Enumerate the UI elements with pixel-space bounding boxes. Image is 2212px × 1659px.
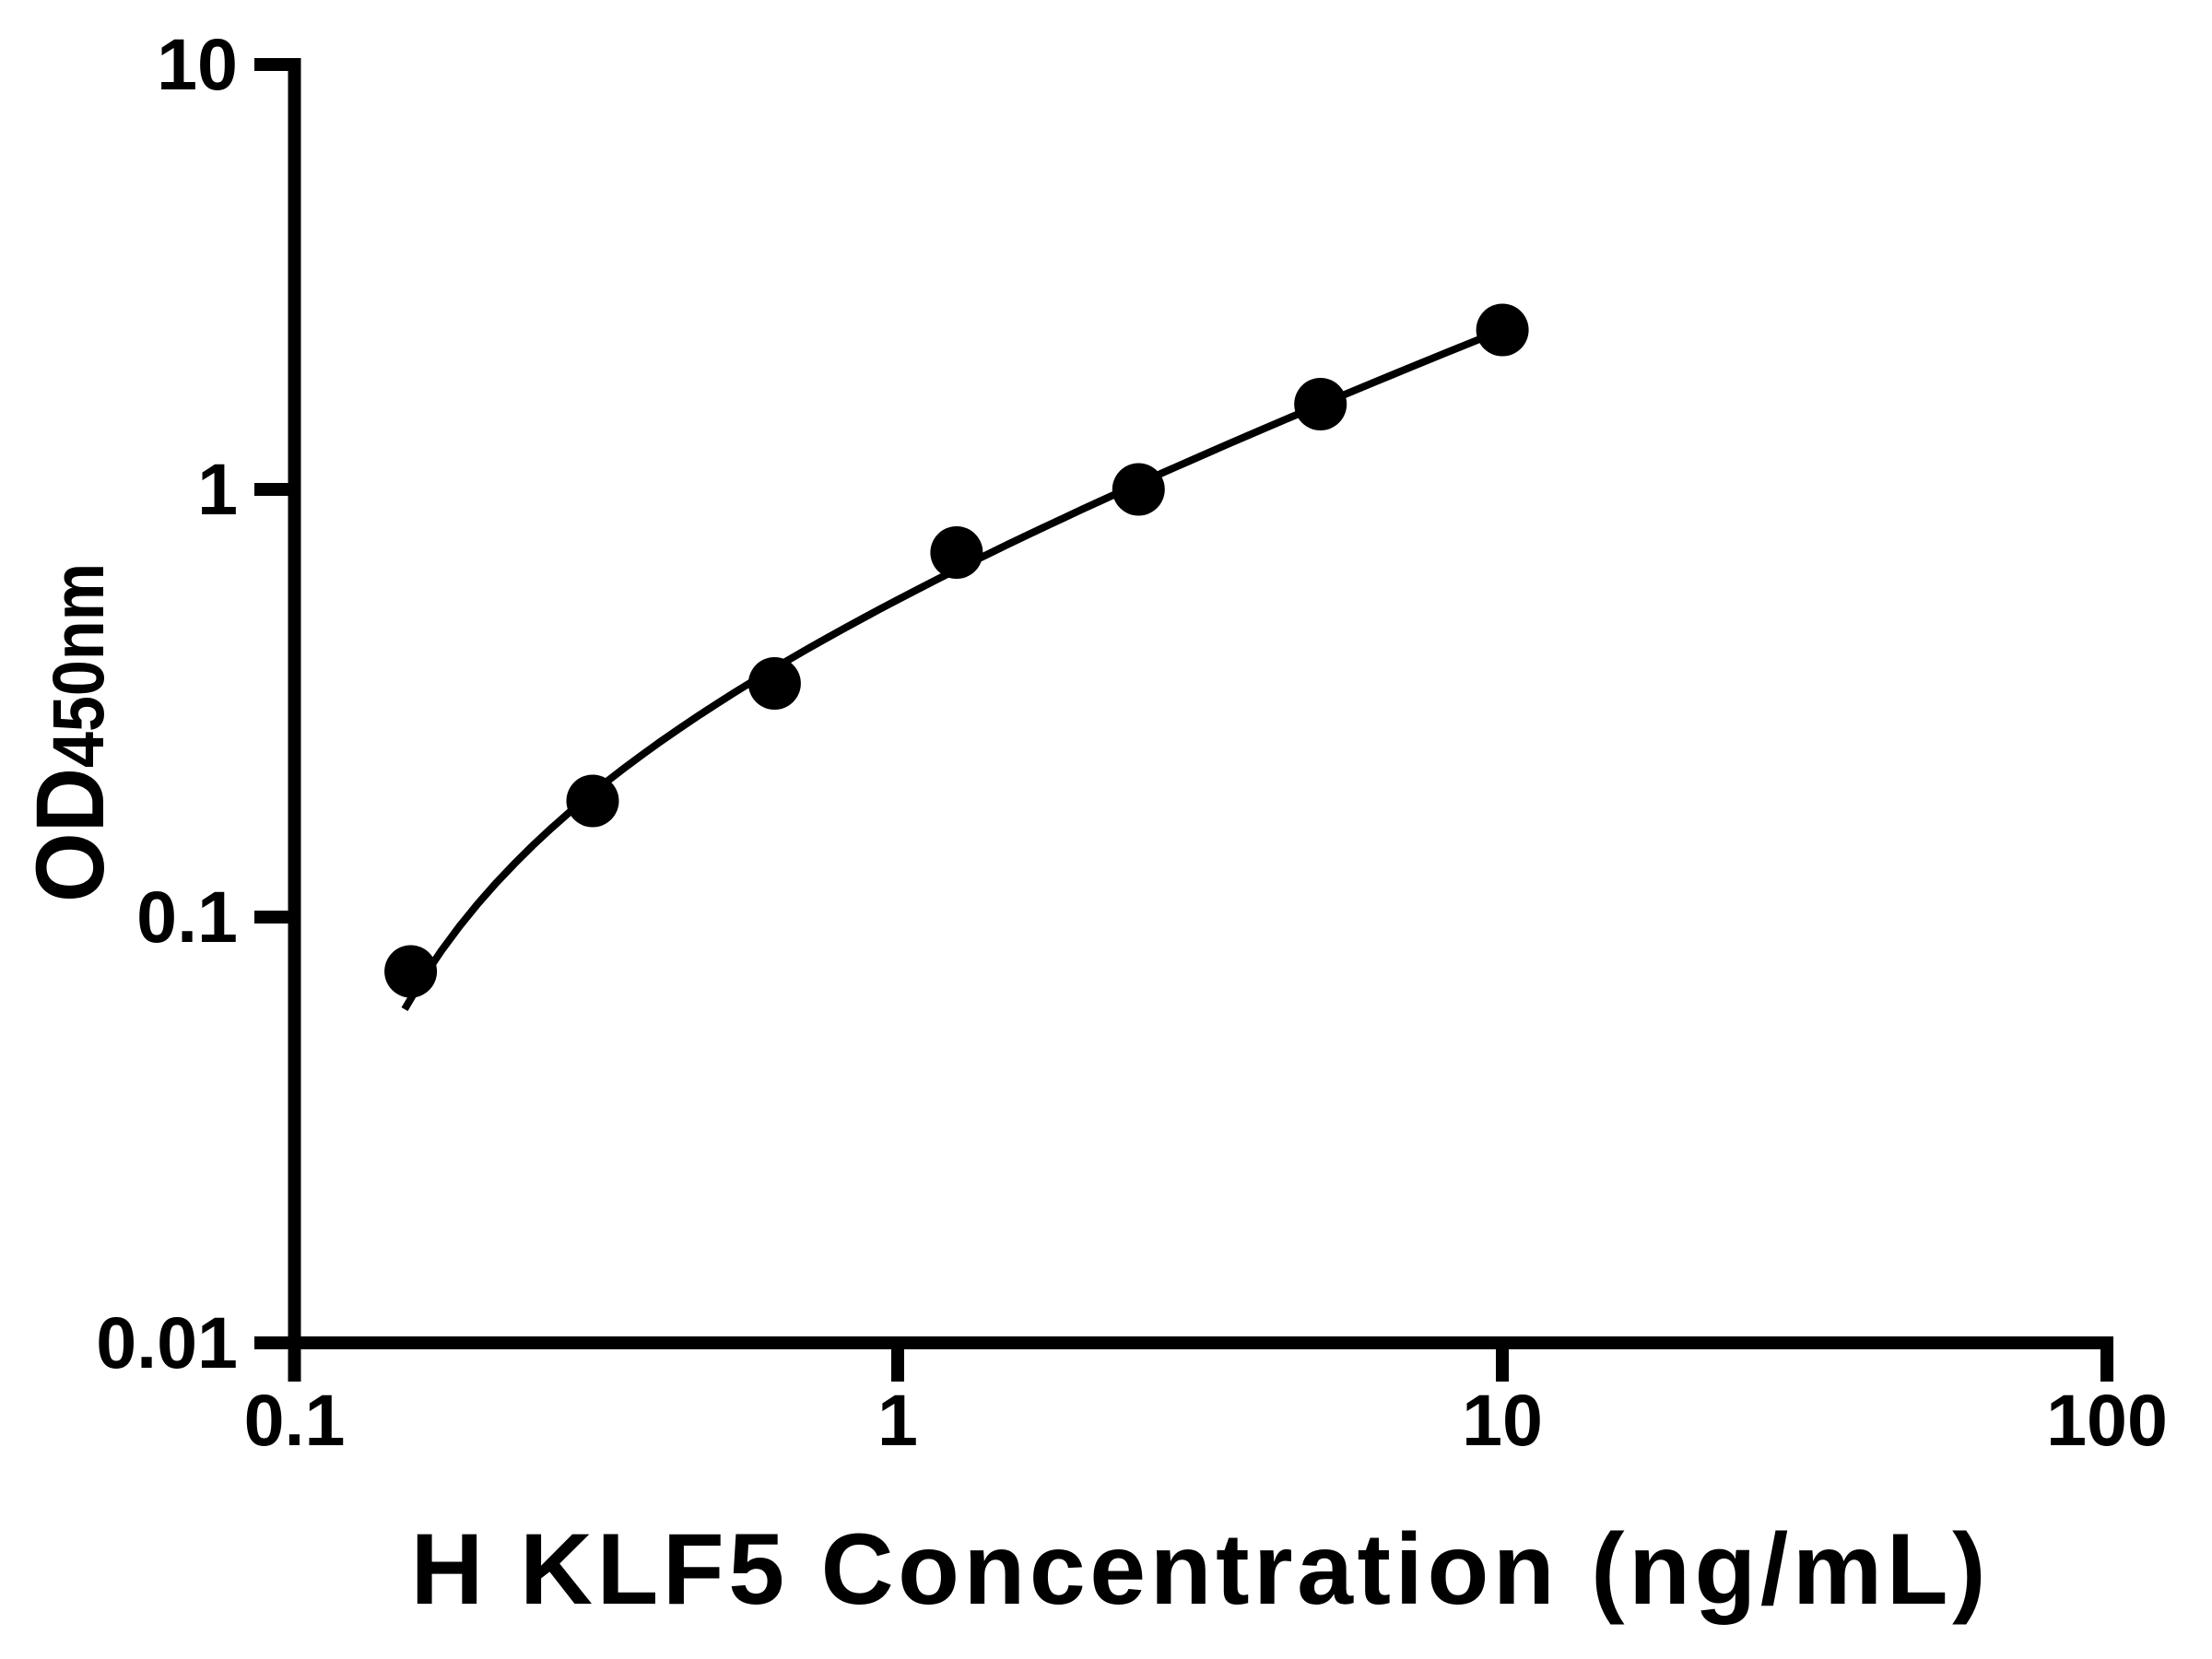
svg-text:10: 10 bbox=[1462, 1379, 1543, 1461]
svg-text:0.1: 0.1 bbox=[136, 876, 238, 958]
svg-text:0.01: 0.01 bbox=[96, 1301, 238, 1383]
svg-text:1: 1 bbox=[197, 448, 238, 530]
svg-text:0.1: 0.1 bbox=[244, 1379, 346, 1461]
svg-text:H KLF5 Concentration (ng/mL): H KLF5 Concentration (ng/mL) bbox=[411, 1513, 1986, 1626]
svg-text:100: 100 bbox=[2046, 1379, 2168, 1461]
svg-text:10: 10 bbox=[157, 23, 238, 105]
svg-text:1: 1 bbox=[877, 1379, 918, 1461]
svg-text:OD450nm: OD450nm bbox=[17, 563, 124, 902]
